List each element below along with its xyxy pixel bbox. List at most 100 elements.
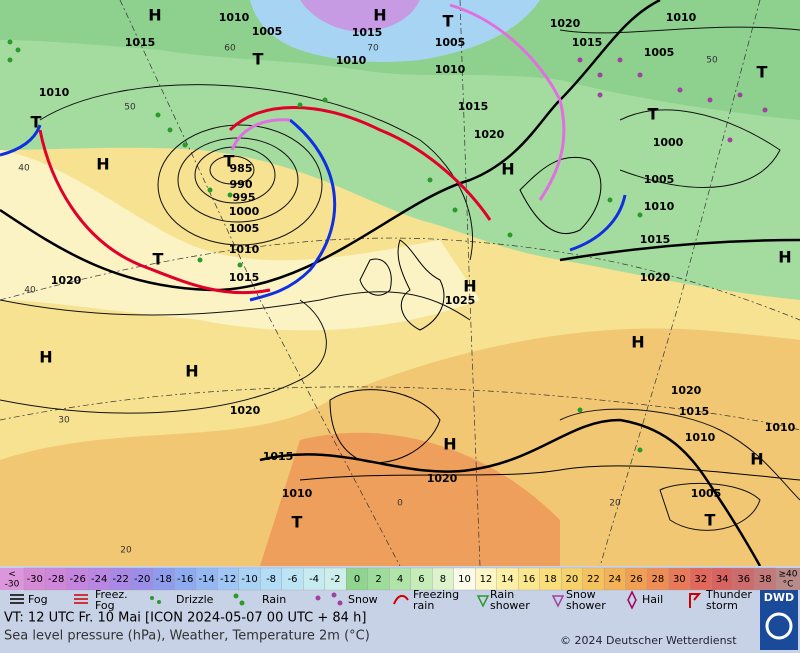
grid-label: 50 [124, 103, 136, 113]
pressure-label: 1015 [458, 100, 489, 113]
dwd-logo [760, 590, 798, 650]
scale-label: -2 [331, 574, 341, 585]
pressure-label: 1020 [230, 404, 261, 417]
pressure-label: 1005 [644, 173, 675, 186]
scale-label: -28 [48, 574, 64, 585]
pressure-center: T [153, 250, 164, 269]
pressure-label: 1010 [336, 54, 367, 67]
scale-label: -8 [266, 574, 276, 585]
scale-label: 36 [737, 574, 750, 585]
scale-label: 26 [630, 574, 643, 585]
pressure-label: 1015 [263, 450, 294, 463]
scale-label: 10 [458, 574, 471, 585]
scale-label: < [8, 570, 16, 580]
isobar [0, 299, 327, 414]
pressure-label: 1005 [229, 222, 260, 235]
pressure-center: H [185, 362, 198, 381]
isobar-bold [559, 238, 800, 262]
latitude-line [0, 237, 800, 321]
pressure-label: 1015 [679, 405, 710, 418]
pressure-center: T [253, 50, 264, 69]
description: Sea level pressure (hPa), Weather, Tempe… [4, 629, 370, 644]
longitude-line [599, 0, 761, 567]
scale-label: 14 [501, 574, 514, 585]
grid-label: 20 [609, 499, 621, 509]
pressure-center: T [757, 63, 768, 82]
pressure-center: H [443, 435, 456, 454]
pressure-center: T [648, 105, 659, 124]
pressure-label: 1015 [640, 233, 671, 246]
legend-label: rain [413, 599, 434, 612]
legend-label: Drizzle [176, 593, 214, 606]
pressure-center: T [705, 511, 716, 530]
legend-label: Fog [95, 599, 115, 612]
pressure-label: 1010 [39, 86, 70, 99]
legend-label: Fog [28, 593, 48, 606]
legend-label: Hail [642, 593, 663, 606]
pressure-center: H [373, 6, 386, 25]
isobar-bold [0, 0, 661, 292]
scale-label: 24 [608, 574, 621, 585]
pressure-label: 1020 [671, 384, 702, 397]
legend-icons [10, 590, 702, 610]
scale-label: -22 [113, 574, 129, 585]
scale-label: 0 [354, 574, 360, 585]
scale-label: 30 [673, 574, 686, 585]
scale-cell [776, 568, 800, 590]
very-cold-region [300, 0, 420, 32]
grid-label: 40 [18, 164, 30, 174]
scale-label: -4 [309, 574, 319, 585]
pressure-center: T [224, 152, 235, 171]
scale-label: -16 [177, 574, 193, 585]
legend-label: Freez. [95, 588, 128, 601]
scale-label: -26 [70, 574, 86, 585]
scale-label: -18 [155, 574, 171, 585]
map-labels: 1010101510051010101510101005101010151020… [18, 6, 795, 556]
scale-label: 38 [759, 574, 772, 585]
pressure-label: 1010 [219, 11, 250, 24]
occluded-front [449, 3, 566, 201]
grid-label: 20 [120, 546, 132, 556]
legend-label: storm [706, 599, 738, 612]
legend-label: Snow [566, 588, 596, 601]
grid-label: 30 [58, 416, 70, 426]
grid-label: 60 [224, 44, 236, 54]
scale-label: 22 [587, 574, 600, 585]
pressure-label: 1015 [572, 36, 603, 49]
scale-label: -12 [220, 574, 236, 585]
isobar [659, 483, 761, 531]
scale-label: -10 [241, 574, 257, 585]
pressure-center: H [631, 333, 644, 352]
pressure-center: H [148, 6, 161, 25]
pressure-label: 1000 [653, 136, 684, 149]
pressure-center: H [750, 450, 763, 469]
coastline-scandinavia [519, 156, 602, 235]
map [0, 0, 800, 567]
pressure-label: 1005 [252, 25, 283, 38]
pressure-center: T [443, 12, 454, 31]
legend-label: shower [566, 599, 606, 612]
cold-front [569, 194, 627, 252]
grid-label: 0 [397, 499, 403, 509]
scale-label: -30 [27, 574, 43, 585]
mild-region [0, 150, 480, 331]
legend-label: Thunder [705, 588, 752, 601]
isobar [194, 146, 276, 204]
pressure-label: 1020 [640, 271, 671, 284]
pressure-label: 995 [233, 191, 256, 204]
pressure-label: 1015 [125, 36, 156, 49]
pressure-label: 1010 [765, 421, 796, 434]
isobar [559, 408, 800, 501]
scale-label: ≥40 [779, 570, 798, 580]
scale-label: 20 [566, 574, 579, 585]
cold-front [249, 118, 337, 302]
pressure-label: 1010 [435, 63, 466, 76]
cold-front [0, 124, 42, 157]
pressure-center: H [463, 277, 476, 296]
pressure-label: 1010 [666, 11, 697, 24]
scale-label: 32 [694, 574, 707, 585]
legend-label: Rain [490, 588, 514, 601]
coastline-uk [359, 239, 445, 331]
scale-label: 12 [480, 574, 493, 585]
